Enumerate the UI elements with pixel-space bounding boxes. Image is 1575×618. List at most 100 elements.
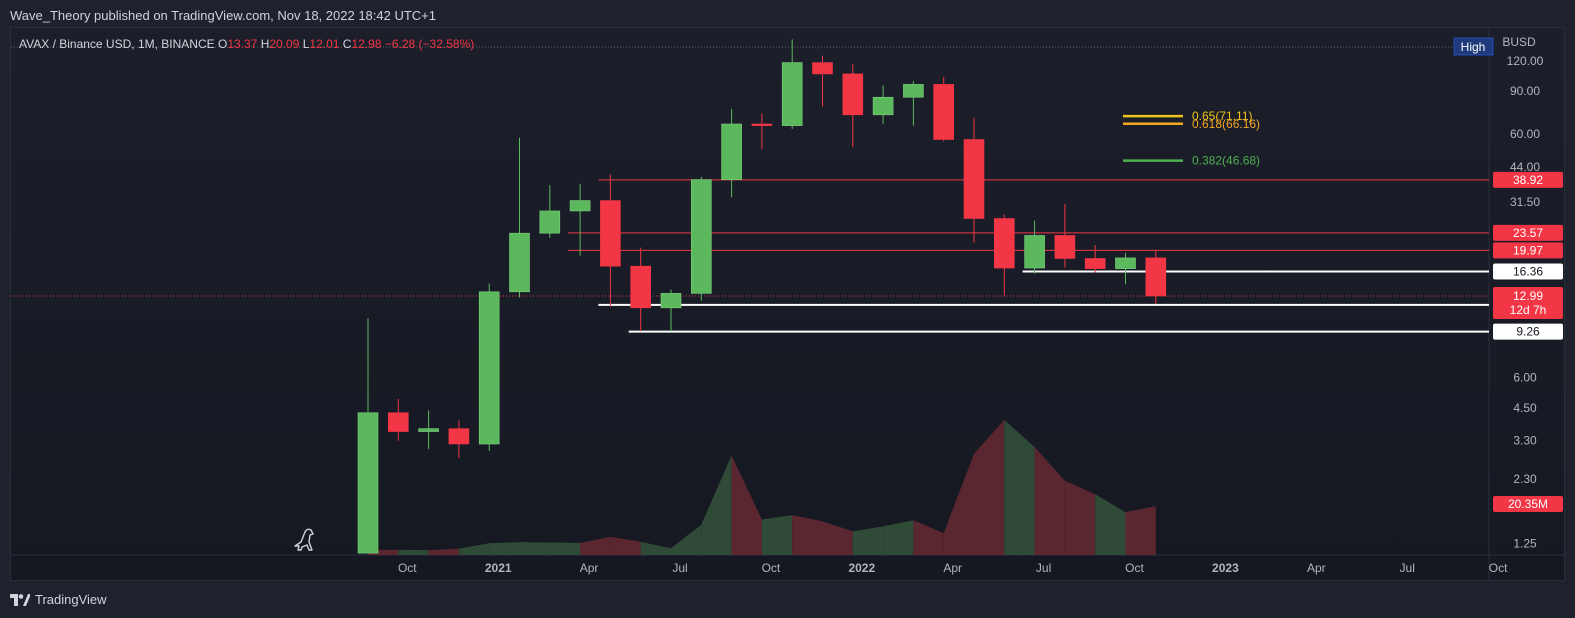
- candle-body-19: [933, 84, 955, 140]
- price-tick-7: 3.30: [1513, 434, 1537, 448]
- volume-area-17: [883, 520, 914, 555]
- candle-2: [418, 410, 439, 450]
- volume-area-20: [974, 420, 1005, 555]
- candle-25: [1115, 252, 1136, 285]
- horizontal-levels: [11, 179, 1489, 333]
- countdown-text: 12d 7h: [1510, 303, 1547, 317]
- publisher-bar: Wave_Theory published on TradingView.com…: [0, 0, 1575, 28]
- candle-5: [509, 137, 530, 298]
- symbol-legend: AVAX / Binance USD, 1M, BINANCE O13.37 H…: [19, 37, 474, 51]
- candle-body-9: [630, 265, 652, 309]
- candle-body-13: [751, 123, 773, 126]
- volume-area-14: [792, 515, 823, 555]
- candle-11: [690, 176, 712, 301]
- chart-panel[interactable]: 0.65(71.11) 0.618(66.16) 0.382(46.68) 120.…: [10, 27, 1565, 581]
- candle-body-1: [387, 412, 409, 432]
- legend-c-label: C: [343, 37, 352, 51]
- volume-area-12: [731, 455, 762, 555]
- volume-area-7: [580, 536, 611, 555]
- candle-body-23: [1054, 235, 1076, 259]
- candle-body-14: [781, 62, 803, 126]
- candle-body-25: [1115, 257, 1136, 269]
- legend-text: AVAX / Binance USD, 1M, BINANCE O13.37 H…: [19, 37, 474, 51]
- candle-body-0: [357, 412, 379, 554]
- price-tick-1: 90.00: [1510, 84, 1540, 98]
- price-tick-3: 44.00: [1510, 160, 1540, 174]
- fib-label-1: 0.618(66.16): [1192, 117, 1260, 131]
- level-3-badge: 16.36: [1493, 263, 1563, 280]
- legend-change: −6.28 (−32.58%): [385, 37, 474, 51]
- candle-body-3: [448, 428, 470, 445]
- volume-area-15: [822, 521, 853, 555]
- volume-area-9: [640, 541, 671, 555]
- candle-body-22: [1024, 235, 1045, 269]
- time-tick-6: Apr: [943, 561, 962, 575]
- candle-body-12: [721, 123, 742, 180]
- candle-23: [1054, 203, 1076, 268]
- candle-3: [448, 420, 470, 459]
- time-tick-0: Oct: [398, 561, 417, 575]
- legend-l-label: L: [303, 37, 310, 51]
- legend-o-label: O: [218, 37, 227, 51]
- time-axis[interactable]: Oct 2021 Apr Jul Oct 2022 Apr Jul Oct 2023 Apr Jul O…: [398, 561, 1508, 575]
- price-tick-8: 2.30: [1513, 472, 1537, 486]
- candle-body-8: [600, 200, 621, 267]
- candlestick-chart[interactable]: 0.65(71.11)0.618(66.16) 0.382(46.68) 120.…: [11, 28, 1564, 580]
- high-badge: High: [1453, 37, 1494, 56]
- candle-21: [993, 214, 1015, 296]
- candle-body-4: [478, 291, 500, 445]
- candle-7: [569, 183, 591, 256]
- level-0-text: 38.92: [1513, 173, 1543, 187]
- volume-area-22: [1034, 447, 1065, 555]
- volume-area-2: [428, 548, 459, 555]
- tradingview-logo-icon: [10, 593, 30, 606]
- candle-0: [357, 318, 379, 554]
- price-tick-6: 4.50: [1513, 401, 1537, 415]
- level-1-badge: 23.57: [1493, 224, 1563, 241]
- legend-l-value: 12.01: [309, 37, 342, 51]
- candle-body-6: [539, 210, 561, 234]
- candle-body-5: [509, 232, 530, 293]
- candle-16: [842, 64, 864, 148]
- volume-area-21: [1004, 420, 1035, 555]
- candle-body-24: [1084, 258, 1106, 269]
- time-tick-4: Oct: [762, 561, 781, 575]
- candle-15: [812, 55, 833, 107]
- time-tick-11: Jul: [1400, 561, 1415, 575]
- volume-area-10: [671, 524, 702, 555]
- candle-body-2: [418, 428, 439, 432]
- volume-area-18: [913, 520, 944, 555]
- candle-8: [600, 174, 621, 307]
- level-5-bg: [1493, 323, 1563, 340]
- candle-26: [1145, 249, 1167, 305]
- tradingview-logo[interactable]: TradingView: [10, 592, 107, 607]
- volume-area-24: [1095, 494, 1126, 555]
- fib-label-2: 0.382(46.68): [1192, 154, 1260, 168]
- dino-icon[interactable]: [294, 528, 314, 551]
- price-tick-2: 60.00: [1510, 127, 1540, 141]
- publisher-text: Wave_Theory published on TradingView.com…: [10, 8, 436, 23]
- time-tick-9: 2023: [1212, 561, 1239, 575]
- high-badge-bg: [1453, 37, 1494, 56]
- volume-area-11: [701, 455, 732, 555]
- candle-22: [1024, 220, 1045, 274]
- high-badge-text: High: [1461, 40, 1486, 54]
- level-2-badge: 19.97: [1493, 242, 1563, 259]
- price-axis[interactable]: 120.00 90.00 60.00 44.00 31.50 6.00 4.50 3.30 2.…: [1453, 35, 1563, 550]
- level-3-text: 16.36: [1513, 264, 1543, 278]
- level-1-bg: [1493, 224, 1563, 241]
- volume-area-6: [549, 542, 581, 555]
- volume-area-23: [1064, 480, 1096, 555]
- volume-area-16: [852, 526, 884, 555]
- price-tick-9: 1.25: [1513, 536, 1537, 550]
- candle-body-18: [903, 84, 924, 98]
- candle-4: [478, 283, 500, 451]
- level-5-badge: 9.26: [1493, 323, 1563, 340]
- time-tick-1: 2021: [485, 561, 512, 575]
- footer-bar: TradingView: [0, 584, 1575, 618]
- legend-o-value: 13.37: [227, 37, 260, 51]
- candle-body-26: [1145, 257, 1167, 297]
- volume-badge-text: 20.35M: [1508, 497, 1548, 511]
- current-price-bg: [1493, 286, 1563, 319]
